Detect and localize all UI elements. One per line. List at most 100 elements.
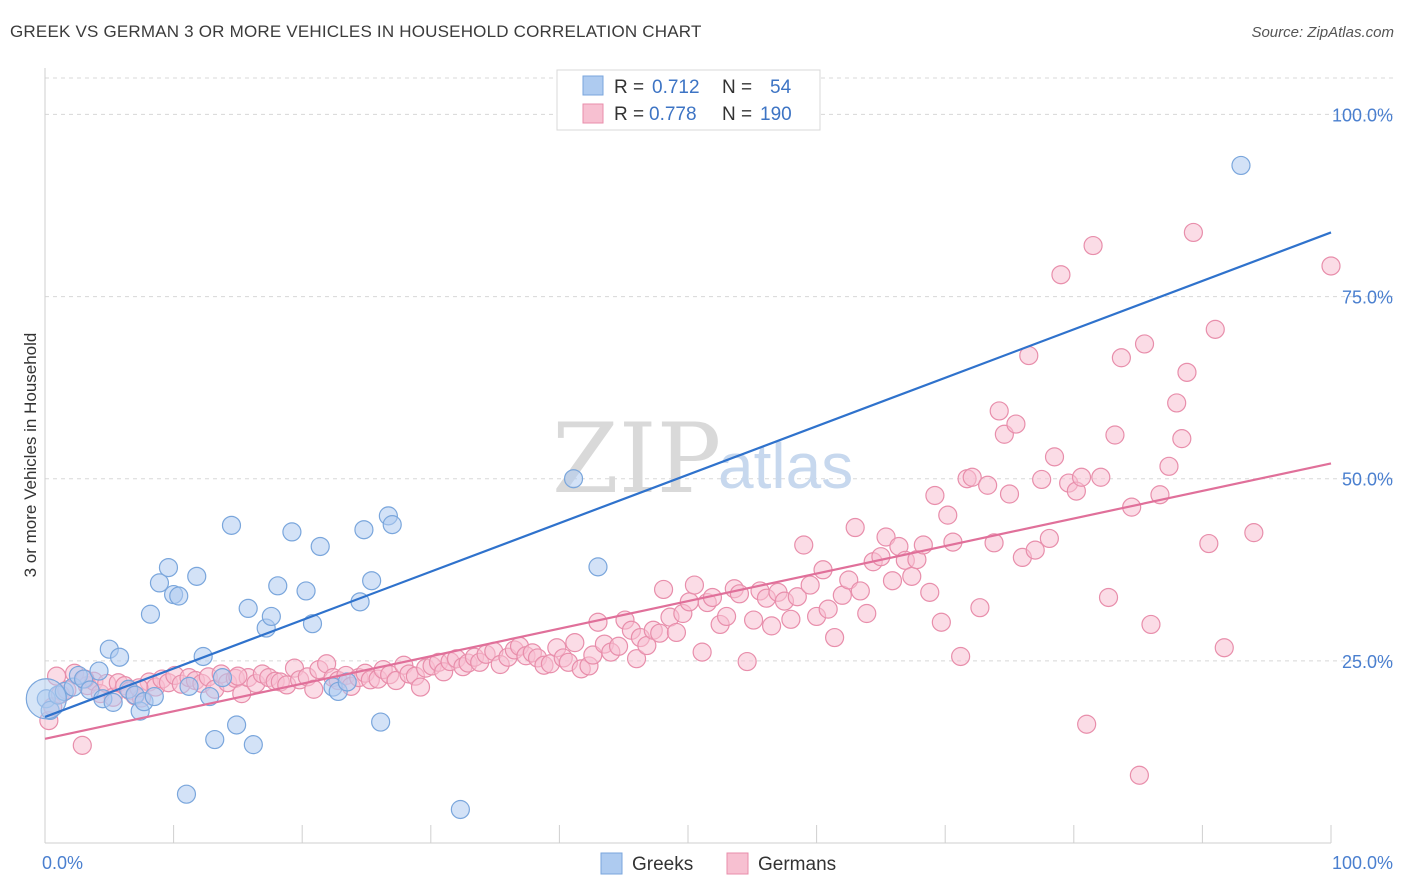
greek-point: [176, 784, 197, 804]
greek-point: [158, 557, 179, 578]
german-point: [1071, 467, 1092, 487]
legend-r-value-germans: 0.778: [649, 104, 697, 125]
german-point: [1039, 528, 1059, 549]
german-point: [743, 610, 764, 630]
y-axis-label: 3 or more Vehicles in Household: [21, 333, 40, 578]
german-point: [684, 575, 705, 595]
y-tick-label: 25.0%: [1342, 652, 1393, 672]
german-point: [1177, 362, 1197, 382]
trend-lines: [44, 231, 1332, 740]
german-point: [1321, 256, 1341, 276]
german-point: [1044, 447, 1065, 467]
greek-point: [200, 686, 220, 707]
german-point: [716, 606, 737, 627]
greek-point: [169, 586, 189, 606]
german-point: [72, 735, 92, 755]
german-point: [1111, 348, 1131, 368]
x-tick-label-max: 100.0%: [1332, 853, 1393, 873]
german-point: [1134, 334, 1155, 354]
german-point: [1032, 469, 1052, 490]
greek-point: [302, 614, 323, 634]
bottom-legend-swatch-greeks: [600, 852, 623, 875]
german-point: [1183, 222, 1203, 243]
greek-point: [371, 712, 391, 732]
german-point: [800, 575, 820, 595]
greek-point: [238, 598, 258, 619]
greek-point: [1231, 155, 1251, 176]
greek-point: [450, 799, 470, 820]
german-point: [925, 485, 945, 506]
german-point: [1199, 533, 1219, 554]
greek-point: [261, 606, 281, 627]
y-tick-label: 50.0%: [1342, 470, 1393, 490]
greek-point: [243, 735, 263, 755]
legend-n-label-germans: N =: [722, 104, 752, 125]
german-point: [850, 581, 870, 601]
bottom-legend-greeks: Greeks: [632, 854, 693, 875]
y-tick-label: 100.0%: [1332, 105, 1393, 125]
greek-point: [354, 520, 374, 540]
greek-point-large: [25, 678, 67, 720]
source-label: Source: ZipAtlas.com: [1251, 24, 1394, 41]
german-point: [845, 517, 865, 538]
greek-point: [362, 571, 382, 591]
greek-point: [89, 661, 109, 681]
german-point: [1141, 614, 1161, 635]
german-point: [1105, 425, 1125, 445]
greek-point: [310, 536, 330, 557]
german-point: [1244, 523, 1264, 543]
german-point: [1098, 587, 1119, 608]
german-point: [882, 571, 903, 591]
german-point: [1172, 429, 1192, 449]
watermark-atlas: atlas: [718, 430, 853, 502]
german-point: [729, 584, 750, 604]
greek-point: [144, 686, 164, 707]
greek-point: [563, 469, 584, 489]
chart-title: GREEK VS GERMAN 3 OR MORE VEHICLES IN HO…: [10, 22, 702, 41]
watermark: ZIP atlas: [552, 403, 853, 515]
german-point: [410, 677, 431, 697]
greek-point: [187, 566, 207, 586]
german-point: [871, 547, 891, 567]
german-point: [781, 609, 801, 629]
greek-point: [149, 573, 170, 593]
german-point: [1214, 638, 1234, 658]
german-point: [825, 627, 845, 648]
legend-r-value-greeks: 0.712: [652, 77, 700, 98]
german-point: [999, 484, 1020, 504]
legend-swatch-greeks: [582, 75, 604, 96]
german-point: [761, 616, 782, 636]
german-point: [989, 401, 1009, 421]
german-point: [565, 633, 585, 653]
greek-point: [382, 515, 402, 535]
german-point: [608, 636, 629, 656]
german-point: [626, 649, 647, 669]
german-point: [902, 566, 922, 586]
axes: [44, 68, 1332, 844]
german-point: [1205, 319, 1225, 339]
german-point: [1159, 456, 1179, 476]
german-point: [737, 651, 757, 672]
greek-point: [109, 647, 130, 667]
greek-point: [227, 715, 247, 735]
german-point: [650, 623, 670, 643]
german-point: [938, 505, 958, 525]
legend-n-value-greeks: 54: [770, 77, 792, 98]
german-point: [1091, 467, 1111, 487]
legend-swatch-germans: [582, 103, 604, 124]
y-tick-labels: 25.0% 50.0% 75.0% 100.0%: [1332, 105, 1393, 671]
greek-point: [212, 668, 233, 688]
legend: R = 0.712 N = 54 R = 0.778 N = 190: [556, 69, 821, 131]
german-point: [1006, 414, 1026, 434]
legend-n-label-greeks: N =: [722, 77, 752, 98]
greek-point: [140, 604, 161, 624]
german-point: [1083, 235, 1103, 256]
greek-point: [179, 676, 199, 696]
greek-point: [205, 729, 225, 750]
greeks-points: [25, 155, 1251, 820]
greek-point: [296, 581, 316, 601]
bottom-legend: Greeks Germans: [600, 852, 836, 875]
german-point: [1051, 265, 1071, 285]
german-point: [1129, 765, 1149, 785]
